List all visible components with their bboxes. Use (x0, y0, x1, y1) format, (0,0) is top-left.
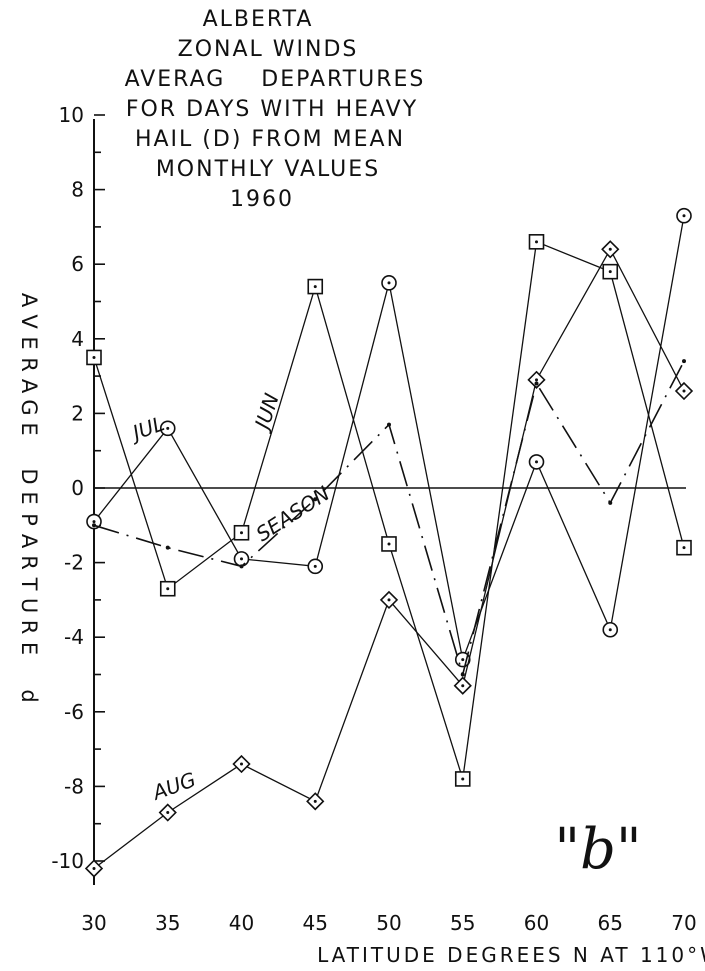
title-line-7: 1960 (230, 187, 294, 212)
y-axis-label-char: T (17, 577, 41, 591)
point-center-jul (608, 628, 612, 632)
point-center-jul (166, 426, 170, 430)
point-center-aug (608, 247, 612, 251)
y-axis-label-char: R (17, 357, 41, 372)
chart-title: ALBERTA ZONAL WINDS AVERAG DEPARTURES FO… (125, 7, 426, 212)
point-center-aug (461, 684, 465, 688)
y-axis-label-char: R (17, 620, 41, 635)
point-center-aug (682, 389, 686, 393)
title-line-3: AVERAG DEPARTURES (125, 67, 426, 92)
point-center-aug (240, 762, 243, 766)
y-axis-label-char: P (17, 513, 41, 526)
y-tick-label: 10 (59, 103, 84, 127)
y-ticks: 10 8 6 4 2 0 -2 -4 -6 -8 -10 (51, 103, 105, 873)
x-tick-label: 50 (376, 911, 401, 935)
point-center-jun (313, 285, 317, 289)
y-tick-label: -4 (64, 625, 84, 649)
point-season (534, 381, 539, 386)
series-label-jun: JUN (249, 390, 284, 435)
series-jun (86, 234, 692, 787)
x-axis-label: LATITUDE DEGREES N AT 110°W (317, 943, 705, 967)
point-season (239, 564, 244, 569)
series-label-aug: AUG (148, 767, 199, 805)
point-season (92, 523, 96, 528)
y-axis-label-char: U (17, 598, 41, 613)
x-tick-label: 30 (81, 911, 106, 935)
point-season (313, 497, 318, 502)
point-center-jun (240, 531, 243, 535)
series-season (92, 359, 686, 678)
point-center-jun (682, 546, 686, 550)
x-tick-label: 40 (229, 911, 254, 935)
y-tick-label: -8 (64, 774, 84, 798)
point-center-jul (682, 214, 686, 218)
y-axis-label-char: E (17, 491, 41, 504)
point-center-jul (313, 564, 317, 568)
title-line-2: ZONAL WINDS (178, 37, 359, 62)
title-line-4: FOR DAYS WITH HEAVY (126, 97, 418, 122)
point-center-jul (461, 658, 465, 662)
series-layer (84, 207, 694, 878)
point-center-jun (535, 240, 538, 244)
y-tick-label: -10 (51, 849, 84, 873)
point-center-jul (535, 460, 538, 464)
y-axis-label-char: A (17, 534, 41, 549)
y-axis-label-char: d (17, 689, 41, 702)
y-axis-label-char: A (17, 293, 41, 308)
y-axis-label-char: E (17, 336, 41, 349)
point-center-jun (92, 355, 96, 359)
x-tick-label: 60 (524, 911, 549, 935)
x-ticks: 30 35 40 45 50 55 60 65 70 (81, 911, 696, 935)
y-tick-label: 6 (71, 252, 84, 276)
point-center-jun (461, 777, 465, 781)
point-center-aug (166, 811, 170, 815)
x-tick-label: 35 (155, 911, 180, 935)
y-axis-label-char: E (17, 642, 41, 655)
series-aug (84, 240, 694, 878)
point-season (387, 422, 391, 427)
title-line-5: HAIL (D) FROM MEAN (135, 127, 405, 152)
point-center-jun (387, 542, 391, 546)
y-axis-label-char: A (17, 379, 41, 394)
y-axis-label-char: D (17, 468, 41, 484)
y-axis-label-char: R (17, 555, 41, 570)
series-label-jul: JUL (126, 411, 168, 446)
y-tick-label: -6 (64, 700, 84, 724)
point-center-aug (313, 799, 317, 803)
y-tick-label: 4 (71, 327, 84, 351)
point-season (682, 359, 686, 364)
point-season (608, 500, 613, 505)
y-axis-label-char: G (17, 399, 41, 415)
point-center-aug (92, 866, 96, 870)
title-line-6: MONTHLY VALUES (156, 157, 380, 182)
point-center-jul (240, 557, 243, 561)
x-tick-label: 70 (671, 911, 696, 935)
point-center-jul (387, 281, 391, 285)
y-tick-label: 0 (71, 476, 84, 500)
y-axis-label-char: E (17, 422, 41, 435)
y-tick-label: 2 (71, 401, 84, 425)
point-center-jun (166, 587, 170, 591)
point-season (165, 545, 170, 550)
x-tick-label: 45 (303, 911, 328, 935)
point-center-aug (387, 598, 391, 602)
series-line-jun (93, 240, 685, 780)
series-label-season: SEASON (252, 481, 334, 546)
x-tick-label: 55 (450, 911, 475, 935)
point-season (460, 672, 465, 677)
y-tick-label: 8 (71, 178, 84, 202)
x-tick-label: 65 (598, 911, 623, 935)
y-axis-label-char: V (17, 314, 41, 329)
point-center-jun (608, 270, 612, 274)
point-center-aug (535, 378, 538, 382)
title-line-1: ALBERTA (203, 7, 314, 32)
point-center-jul (92, 520, 96, 524)
panel-label: "b" (554, 817, 641, 882)
series-line-season (93, 360, 685, 678)
y-tick-label: -2 (64, 551, 84, 575)
